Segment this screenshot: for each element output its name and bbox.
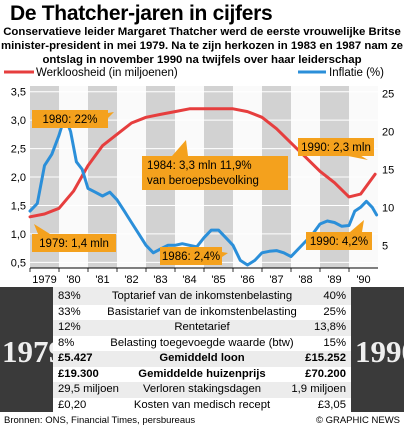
stats-table: Toptarief van de inkomstenbelasting 83% 40… bbox=[53, 287, 351, 413]
stats-label: Kosten van medisch recept bbox=[133, 398, 271, 411]
callout-text: van beroepsbevolking bbox=[147, 175, 259, 187]
subtitle: Conservatieve leider Margaret Thatcher w… bbox=[1, 26, 403, 66]
callout-text: 1990: 4,2% bbox=[310, 236, 368, 248]
right-tick-label: 15 bbox=[382, 164, 394, 176]
callout: 1990: 2,3 mln bbox=[298, 138, 374, 160]
stats-row: Kosten van medisch recept £0,20 £3,05 bbox=[53, 397, 351, 413]
x-tick-label: '84 bbox=[182, 274, 196, 286]
stats-label: Gemiddeld loon bbox=[159, 352, 245, 364]
page-title: De Thatcher-jaren in cijfers bbox=[10, 2, 273, 25]
x-tick-label: '87 bbox=[269, 274, 283, 286]
stats-label: Rentetarief bbox=[174, 321, 230, 333]
line-chart: 3,5 3,0 2,5 2,0 1,5 1,0 0,5 25 20 15 10 5 1979 '80 '81… bbox=[4, 67, 394, 286]
callout: 1980: 22% bbox=[32, 110, 114, 128]
callout: 1990: 4,2% bbox=[306, 220, 372, 250]
x-tick-label: 1979 bbox=[32, 274, 56, 286]
callout-box bbox=[32, 234, 116, 252]
x-tick-label: '82 bbox=[124, 274, 138, 286]
stats-v1: 29,5 miljoen bbox=[58, 383, 119, 395]
stats-row: Verloren stakingsdagen 29,5 miljoen 1,9 mi… bbox=[53, 382, 351, 398]
callout: 1984: 3,3 mln 11,9% van beroepsbevolking bbox=[142, 140, 288, 190]
callout-text: 1986: 2,4% bbox=[162, 251, 220, 263]
callout: 1979: 1,4 mln bbox=[32, 224, 116, 252]
callout-text: 1984: 3,3 mln 11,9% bbox=[147, 160, 252, 172]
stats-v2: 40% bbox=[323, 290, 346, 302]
stats-label: Basistarief van de inkomstenbelasting bbox=[107, 305, 297, 318]
stats-label: Verloren stakingsdagen bbox=[142, 383, 262, 395]
stats-row: Gemiddelde huizenprijs £19.300 £70.200 bbox=[53, 366, 351, 382]
left-tick-label: 3,0 bbox=[11, 115, 26, 127]
stats-label: Gemiddelde huizenprijs bbox=[138, 367, 266, 380]
callout-pointer bbox=[350, 220, 364, 232]
right-tick-label: 25 bbox=[382, 89, 394, 101]
x-tick-label: '85 bbox=[211, 274, 225, 286]
callout-box bbox=[32, 110, 108, 128]
callout-box bbox=[160, 247, 222, 265]
callout-pointer bbox=[172, 140, 188, 156]
callout-box bbox=[306, 232, 372, 250]
right-tick-label: 10 bbox=[382, 202, 394, 214]
callout-text: 1990: 2,3 mln bbox=[301, 142, 371, 154]
inflation-line bbox=[28, 114, 379, 267]
left-tick-label: 2,0 bbox=[11, 172, 26, 184]
x-tick-label: '80 bbox=[66, 274, 80, 286]
x-tick-label: '90 bbox=[356, 274, 370, 286]
stats-label: Belasting toegevoegde waarde (btw) bbox=[110, 336, 294, 349]
x-tick-label: '86 bbox=[240, 274, 254, 286]
stats-v1: £0,20 bbox=[58, 398, 87, 411]
source-note: Bronnen: ONS, Financial Times, persburea… bbox=[4, 415, 196, 426]
stats-panel: 1979 1990 Toptarief van de inkomstenbela… bbox=[0, 287, 404, 413]
stats-v1: 8% bbox=[58, 336, 75, 349]
stats-v1: 12% bbox=[58, 321, 81, 333]
stats-v1: 33% bbox=[58, 305, 81, 318]
left-tick-label: 1,0 bbox=[11, 229, 26, 241]
callout: 1986: 2,4% bbox=[160, 247, 228, 265]
callout-text: 1980: 22% bbox=[43, 114, 98, 126]
stats-v2: £15.252 bbox=[305, 352, 346, 364]
left-tick-label: 1,5 bbox=[11, 200, 26, 212]
stats-v1: £19.300 bbox=[58, 367, 99, 380]
credit: © GRAPHIC NEWS bbox=[315, 415, 400, 426]
x-tick-label: '88 bbox=[298, 274, 312, 286]
x-tick-label: '81 bbox=[95, 274, 109, 286]
stats-v2: £70.200 bbox=[305, 367, 346, 380]
right-tick-label: 20 bbox=[382, 127, 394, 139]
left-tick-label: 2,5 bbox=[11, 144, 26, 156]
x-tick-label: '89 bbox=[327, 274, 341, 286]
x-tick-label: '83 bbox=[153, 274, 167, 286]
stats-v2: £3,05 bbox=[317, 398, 346, 411]
stats-v1: 83% bbox=[58, 290, 81, 302]
stats-row: Belasting toegevoegde waarde (btw) 8% 15% bbox=[53, 335, 351, 351]
stats-row: Basistarief van de inkomstenbelasting 33%… bbox=[53, 304, 351, 320]
left-tick-label: 0,5 bbox=[11, 257, 26, 269]
callout-pointer bbox=[34, 224, 50, 234]
unemployment-line bbox=[28, 107, 377, 219]
right-tick-label: 5 bbox=[382, 240, 388, 252]
callout-text: 1979: 1,4 mln bbox=[39, 238, 109, 250]
left-tick-label: 3,5 bbox=[11, 87, 26, 99]
legend-label-unemployment: Werkloosheid (in miljoenen) bbox=[36, 67, 178, 79]
stats-row: Toptarief van de inkomstenbelasting 83% 40… bbox=[53, 289, 351, 305]
callout-box bbox=[142, 156, 288, 190]
stats-row: Rentetarief 12% 13,8% bbox=[53, 320, 351, 336]
callout-box bbox=[298, 138, 374, 156]
stats-v2: 1,9 miljoen bbox=[291, 383, 346, 395]
stats-v2: 25% bbox=[323, 305, 346, 318]
stats-v2: 13,8% bbox=[313, 321, 346, 333]
stats-row: Gemiddeld loon £5.427 £15.252 bbox=[53, 351, 351, 367]
stats-v1: £5.427 bbox=[58, 352, 93, 364]
year-right-label: 1990 bbox=[355, 334, 404, 369]
legend-label-inflation: Inflatie (%) bbox=[329, 67, 384, 79]
stats-v2: 15% bbox=[323, 336, 346, 349]
stats-label: Toptarief van de inkomstenbelasting bbox=[111, 290, 293, 302]
